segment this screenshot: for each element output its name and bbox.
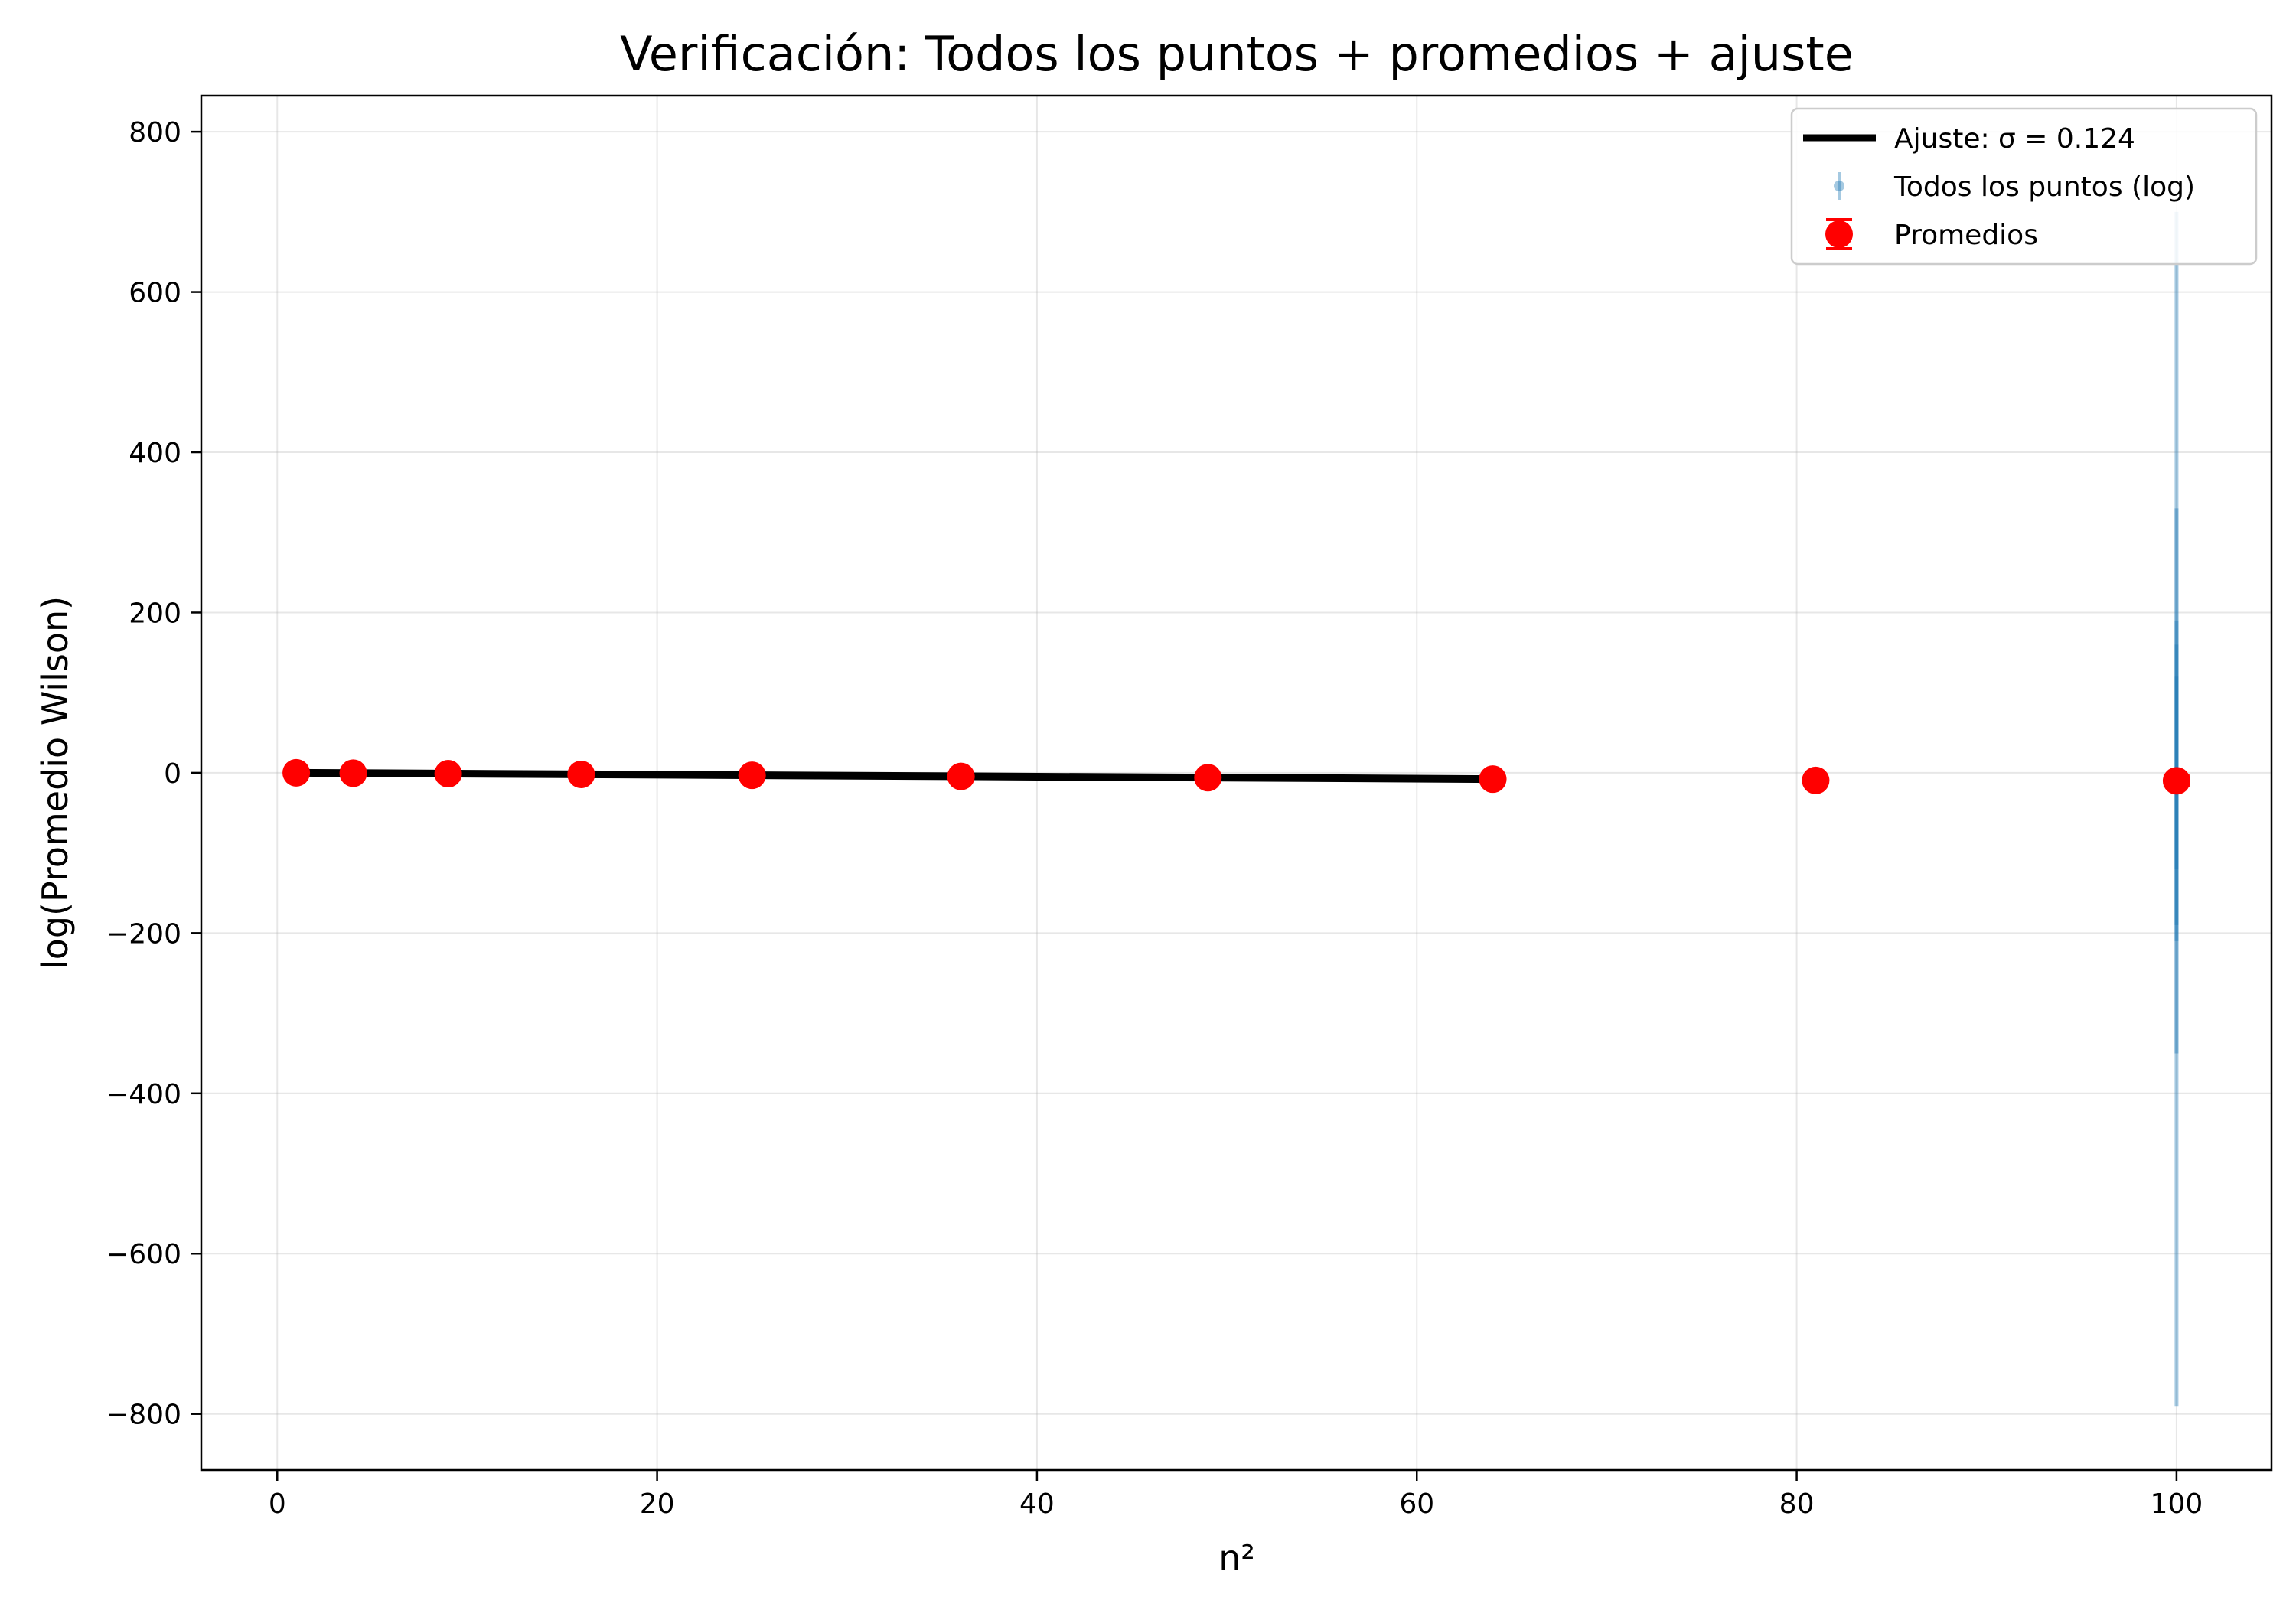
x-tick-label: 60 [1399, 1488, 1434, 1520]
y-tick-label: 0 [164, 758, 181, 790]
plot-area [282, 211, 2190, 1407]
y-axis-label: log(Promedio Wilson) [34, 596, 76, 970]
y-axis: 800 600 400 200 0 −200 −400 −600 −800 [106, 117, 201, 1431]
x-tick-label: 80 [1779, 1488, 1815, 1520]
x-tick-label: 0 [269, 1488, 286, 1520]
x-tick-label: 40 [1019, 1488, 1055, 1520]
legend-label-averages: Promedios [1894, 220, 2038, 251]
average-marker [1194, 764, 1222, 792]
y-tick-label: −600 [106, 1239, 181, 1270]
x-axis-label: n² [1218, 1537, 1255, 1579]
x-axis: 0 20 40 60 80 100 [269, 1470, 2203, 1520]
y-tick-label: −800 [106, 1400, 181, 1431]
y-tick-label: 400 [129, 438, 181, 469]
average-marker [2162, 767, 2190, 795]
average-marker [1479, 765, 1507, 794]
average-marker [434, 760, 462, 788]
legend-red-marker [1825, 220, 1853, 248]
legend-point-marker [1834, 181, 1844, 191]
y-tick-label: 200 [129, 598, 181, 629]
x-tick-label: 100 [2151, 1488, 2203, 1520]
legend-label-fit: Ajuste: σ = 0.124 [1894, 123, 2135, 155]
fit-line [296, 768, 1493, 784]
chart-title: Verificación: Todos los puntos + promedi… [620, 26, 1854, 82]
y-tick-label: −200 [106, 918, 181, 950]
grid [201, 96, 2272, 1470]
y-tick-label: 600 [129, 278, 181, 309]
average-marker [1802, 766, 1830, 794]
average-marker [947, 762, 975, 790]
average-marker [738, 761, 766, 790]
legend-box [1790, 107, 2258, 266]
average-marker [339, 759, 367, 787]
legend-label-points: Todos los puntos (log) [1893, 171, 2195, 203]
average-marker [282, 758, 311, 787]
y-tick-label: 800 [129, 117, 181, 148]
average-marker [567, 761, 595, 789]
plot-frame [200, 94, 2273, 1472]
y-tick-label: −400 [106, 1079, 181, 1110]
x-tick-label: 20 [640, 1488, 675, 1520]
legend: Ajuste: σ = 0.124 Todos los puntos (log)… [1790, 107, 2258, 266]
